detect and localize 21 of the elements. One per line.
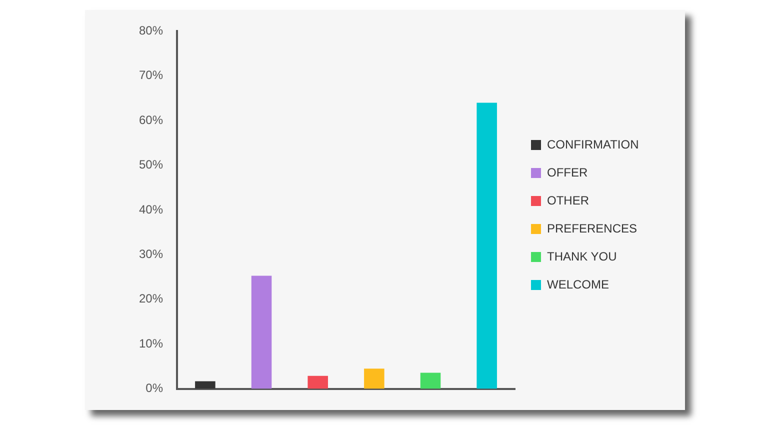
legend-label: WELCOME [547,277,610,292]
legend-label: OFFER [547,165,588,180]
bar [364,368,384,389]
y-tick-label: 60% [138,112,164,127]
legend-label: CONFIRMATION [547,137,639,152]
y-tick-label: 50% [138,158,164,172]
y-tick-label: 20% [138,292,164,306]
y-tick-label: 70% [138,68,164,82]
bar [308,376,328,389]
y-tick-label: 0% [146,381,164,396]
y-tick-label: 80% [138,24,164,38]
y-tick-label: 10% [138,336,164,350]
legend-label: THANK YOU [547,249,617,264]
bar [195,381,216,389]
bar [420,372,441,389]
bar [476,102,497,389]
legend-label: PREFERENCES [547,221,638,236]
legend-label: OTHER [547,193,590,208]
y-tick-label: 30% [138,247,164,262]
bar [251,276,272,389]
y-tick-label: 40% [138,202,164,216]
